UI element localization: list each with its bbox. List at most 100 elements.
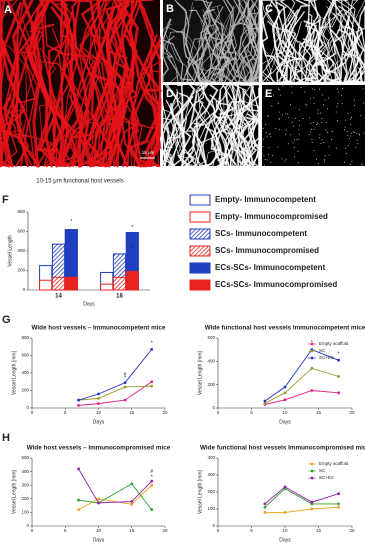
vessel — [59, 17, 70, 167]
vessel — [55, 0, 95, 167]
speck — [308, 133, 310, 135]
vessel — [275, 8, 303, 83]
speck — [361, 163, 363, 165]
speck — [262, 139, 264, 141]
speck — [355, 146, 357, 148]
speck — [264, 164, 266, 166]
speck — [310, 122, 312, 124]
point — [97, 392, 100, 396]
annotation: # — [150, 469, 153, 475]
point — [123, 385, 127, 389]
vessel — [185, 100, 204, 167]
scale-bar-label: 15 μm — [142, 150, 155, 155]
speck — [337, 91, 339, 93]
x-tick-label: 15 — [316, 410, 322, 415]
series-line — [78, 385, 152, 401]
vessel — [180, 2, 202, 83]
speck — [304, 91, 306, 93]
vessel — [306, 25, 340, 83]
vessel — [162, 84, 184, 167]
annotation: * — [131, 225, 133, 231]
speck — [327, 107, 329, 109]
x-tick-label: 0 — [31, 410, 34, 415]
speck — [292, 142, 294, 144]
point — [130, 482, 134, 486]
point — [310, 366, 314, 370]
vessel — [163, 99, 176, 167]
speck — [336, 119, 338, 121]
speck — [272, 155, 274, 157]
speck — [361, 164, 363, 166]
speck — [287, 143, 289, 145]
vessel — [41, 60, 95, 167]
vessel — [224, 85, 247, 167]
vessel — [0, 11, 25, 167]
speck — [356, 133, 358, 135]
speck — [331, 138, 333, 140]
point — [123, 381, 127, 385]
y-tick-label: 400 — [21, 370, 29, 375]
speck — [309, 98, 311, 100]
vessels-b — [162, 0, 260, 83]
x-tick-label: 20 — [162, 528, 168, 533]
vessel — [201, 100, 244, 167]
vessel — [43, 6, 83, 167]
series-line — [264, 390, 339, 405]
point — [310, 500, 314, 504]
speck — [316, 124, 318, 126]
legend-label: ECs-SCs- Immunocompetent — [215, 263, 326, 272]
vessel — [224, 0, 253, 83]
point — [337, 492, 340, 496]
vessel — [311, 15, 350, 83]
y-tick-label: 100 — [21, 510, 29, 515]
vessel — [261, 0, 289, 83]
point — [283, 385, 287, 389]
speck — [282, 85, 284, 87]
vessel — [162, 117, 178, 167]
speck — [267, 115, 269, 117]
vessel — [338, 5, 363, 83]
vessel — [343, 0, 365, 83]
vessel — [282, 39, 302, 83]
x-tick-label: 5 — [64, 528, 67, 533]
speck — [351, 160, 353, 162]
point — [77, 403, 80, 407]
speck — [359, 115, 361, 117]
y-tick-label: 500 — [21, 455, 29, 460]
y-tick-label: 600 — [21, 353, 29, 358]
vessel — [166, 26, 180, 83]
series-line — [78, 349, 153, 401]
y-tick-label: 300 — [207, 472, 215, 477]
speck — [268, 134, 270, 136]
vessel — [334, 0, 357, 83]
speck — [354, 105, 356, 107]
speck — [341, 87, 343, 89]
x-tick-label: 14 — [55, 294, 62, 300]
panel-label: F — [2, 194, 9, 206]
speck — [313, 121, 315, 123]
point — [150, 508, 154, 512]
y-tick-label: 100 — [207, 506, 215, 511]
speck — [313, 150, 315, 152]
point — [263, 502, 267, 506]
speck — [336, 106, 338, 108]
x-axis-label: Days — [93, 537, 105, 543]
vessel — [285, 9, 313, 83]
y-tick-label: 200 — [207, 489, 215, 494]
x-tick-label: 5 — [250, 410, 253, 415]
speck — [324, 155, 326, 157]
vessel — [0, 26, 6, 167]
speck — [363, 102, 365, 104]
x-tick-label: 10 — [96, 410, 102, 415]
x-tick-label: 0 — [217, 410, 220, 415]
speck — [350, 132, 352, 134]
vessel — [210, 84, 229, 167]
x-tick-label: 15 — [129, 410, 135, 415]
vessel — [242, 0, 260, 83]
point — [130, 500, 134, 503]
point — [77, 398, 80, 402]
legend-label: SCs- Immunocompetent — [215, 229, 307, 238]
legend-swatch — [189, 211, 211, 223]
vessel — [321, 23, 350, 83]
speck — [347, 145, 349, 147]
